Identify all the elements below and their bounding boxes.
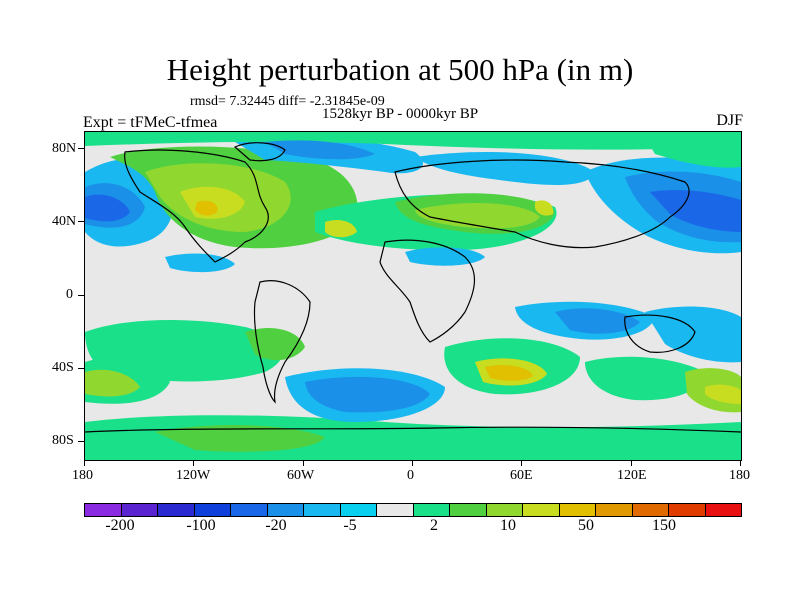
eurasia-outline <box>394 159 690 249</box>
x-tick-120E: 120E <box>617 468 647 483</box>
field-blob <box>155 425 325 452</box>
colorbar-box <box>596 504 633 516</box>
field-blob <box>265 140 375 160</box>
x-tick-60E: 60E <box>510 468 533 483</box>
field-blob <box>535 200 554 216</box>
south-america-outline <box>253 280 311 404</box>
colorbar-box <box>413 504 450 516</box>
australia-outline <box>624 314 696 353</box>
field-blob <box>195 200 218 216</box>
map-title: Height perturbation at 500 hPa (in m) <box>166 52 634 87</box>
season-label: DJF <box>716 112 743 129</box>
contour-fields <box>85 132 741 460</box>
field-blob <box>85 194 130 222</box>
map-field <box>85 132 741 460</box>
colorbar-box <box>669 504 706 516</box>
y-tick-0: 0 <box>66 287 73 302</box>
colorbar-box <box>486 504 523 516</box>
north-america-outline <box>124 149 269 263</box>
antarctica-outline <box>85 426 741 433</box>
colorbar-label: -100 <box>186 517 216 534</box>
field-blob <box>305 376 430 413</box>
colorbar-box <box>340 504 377 516</box>
field-blob <box>650 189 741 232</box>
y-tick-mark <box>78 148 84 149</box>
field-blob <box>645 306 741 363</box>
field-blob <box>325 220 357 238</box>
colorbar-label: -200 <box>105 517 135 534</box>
experiment-label: Expt = tFMeC-tfmea <box>83 114 218 131</box>
y-tick-mark <box>78 221 84 222</box>
colorbar-box <box>377 504 414 516</box>
stats-text: rmsd= 7.32445 diff= -2.31845e-09 <box>190 94 385 109</box>
field-blob <box>85 369 140 397</box>
x-tick-60W: 60W <box>287 468 315 483</box>
field-blob <box>415 152 595 185</box>
y-tick-mark <box>78 368 84 369</box>
colorbar-label: 50 <box>578 517 594 534</box>
field-blob <box>555 308 640 334</box>
x-tick-mark <box>303 460 304 466</box>
colorbar-box <box>304 504 341 516</box>
x-tick-mark <box>521 460 522 466</box>
colorbar-box <box>559 504 596 516</box>
x-tick-mark <box>193 460 194 466</box>
x-tick-mark <box>740 460 741 466</box>
field-blob <box>485 365 533 381</box>
field-blob <box>415 202 540 229</box>
x-tick-mark <box>84 460 85 466</box>
x-tick-mark <box>412 460 413 466</box>
x-tick-120W: 120W <box>176 468 211 483</box>
coastlines <box>85 142 741 433</box>
y-tick-mark <box>78 295 84 296</box>
greenland-outline <box>233 142 286 162</box>
x-tick-180-right: 180 <box>729 468 750 483</box>
colorbar-box <box>194 504 231 516</box>
period-text: 1528kyr BP - 0000kyr BP <box>322 106 479 122</box>
map-frame <box>84 131 742 461</box>
field-blob <box>85 132 741 150</box>
colorbar-label: 10 <box>500 517 516 534</box>
y-tick-80N: 80N <box>52 141 77 156</box>
field-blob <box>245 327 305 361</box>
colorbar-box <box>158 504 195 516</box>
field-blob <box>705 384 741 404</box>
colorbar-box <box>705 504 741 516</box>
field-blob <box>585 356 705 401</box>
colorbar-box <box>121 504 158 516</box>
y-tick-40N: 40N <box>52 214 77 229</box>
colorbar-box <box>632 504 669 516</box>
colorbar <box>84 503 742 517</box>
y-tick-40S: 40S <box>52 360 74 375</box>
colorbar-label: -5 <box>343 517 357 534</box>
colorbar-box <box>85 504 122 516</box>
field-blob <box>405 247 485 266</box>
colorbar-box <box>267 504 304 516</box>
colorbar-box <box>450 504 487 516</box>
colorbar-label: 150 <box>652 517 676 534</box>
x-tick-mark <box>631 460 632 466</box>
y-tick-80S: 80S <box>52 433 74 448</box>
x-tick-180-left: 180 <box>72 468 93 483</box>
colorbar-label: -20 <box>265 517 287 534</box>
colorbar-label: 2 <box>430 517 438 534</box>
field-blob <box>165 253 235 273</box>
field-blob <box>645 134 741 168</box>
colorbar-box <box>231 504 268 516</box>
y-tick-mark <box>78 441 84 442</box>
colorbar-box <box>523 504 560 516</box>
x-tick-0: 0 <box>407 468 414 483</box>
africa-outline <box>379 239 476 343</box>
